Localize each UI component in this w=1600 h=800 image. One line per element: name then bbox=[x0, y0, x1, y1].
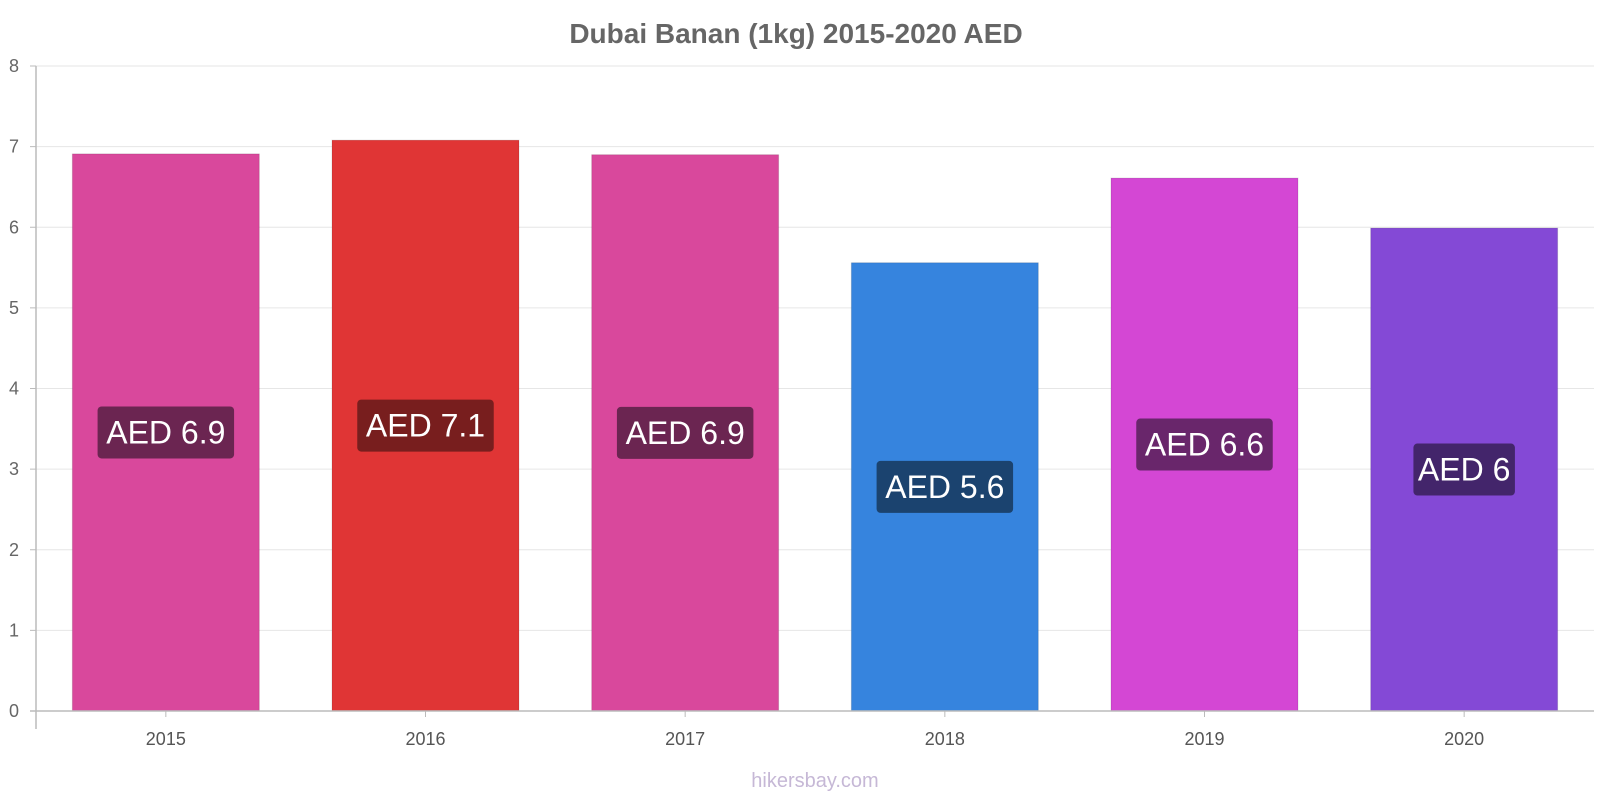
data-label-box bbox=[357, 399, 494, 452]
data-label-2017: AED 6.9 bbox=[616, 406, 754, 459]
x-tick-label: 2018 bbox=[925, 729, 965, 749]
data-label-2019: AED 6.6 bbox=[1136, 418, 1273, 471]
data-label-box bbox=[616, 406, 754, 459]
x-axis-ticks: 2015 2016 2017 2018 2019 2020 bbox=[146, 711, 1484, 749]
data-label-text: AED 5.6 bbox=[885, 469, 1004, 505]
x-tick-label: 2017 bbox=[665, 729, 705, 749]
y-tick-label: 8 bbox=[9, 56, 19, 76]
watermark: hikersbay.com bbox=[751, 770, 878, 792]
chart-title: Dubai Banan (1kg) 2015-2020 AED bbox=[569, 18, 1022, 49]
data-label-text: AED 7.1 bbox=[366, 408, 485, 444]
data-label-text: AED 6.6 bbox=[1145, 427, 1264, 463]
data-label-text: AED 6.9 bbox=[106, 414, 225, 450]
data-label-box bbox=[1413, 443, 1515, 496]
y-tick-label: 7 bbox=[9, 137, 19, 157]
y-axis-ticks: 0 1 2 3 4 5 6 7 8 bbox=[9, 56, 36, 721]
data-label-2020: AED 6 bbox=[1413, 443, 1515, 496]
bars bbox=[71, 139, 1559, 712]
axes bbox=[30, 66, 1594, 729]
data-label-box bbox=[97, 406, 235, 459]
y-tick-label: 6 bbox=[9, 217, 19, 237]
data-label-2016: AED 7.1 bbox=[357, 399, 494, 452]
gridlines bbox=[36, 65, 1594, 631]
x-tick-label: 2020 bbox=[1444, 729, 1484, 749]
y-tick-label: 5 bbox=[9, 298, 19, 318]
x-tick-label: 2015 bbox=[146, 729, 186, 749]
y-tick-label: 3 bbox=[9, 459, 19, 479]
data-label-text: AED 6.9 bbox=[626, 415, 745, 451]
y-tick-label: 1 bbox=[9, 620, 19, 640]
y-tick-label: 0 bbox=[9, 701, 19, 721]
x-tick-label: 2019 bbox=[1184, 729, 1224, 749]
y-tick-label: 4 bbox=[9, 379, 19, 399]
data-label-box bbox=[1136, 418, 1273, 471]
x-tick-label: 2016 bbox=[405, 729, 445, 749]
y-tick-label: 2 bbox=[9, 540, 19, 560]
data-labels: AED 6.9 AED 7.1 AED 6.9 AED 5.6 AED 6.6 AED 6 bbox=[97, 399, 1515, 513]
data-label-2018: AED 5.6 bbox=[876, 460, 1014, 513]
data-label-text: AED 6 bbox=[1418, 452, 1510, 488]
data-label-box bbox=[876, 460, 1014, 513]
data-label-2015: AED 6.9 bbox=[97, 406, 235, 459]
